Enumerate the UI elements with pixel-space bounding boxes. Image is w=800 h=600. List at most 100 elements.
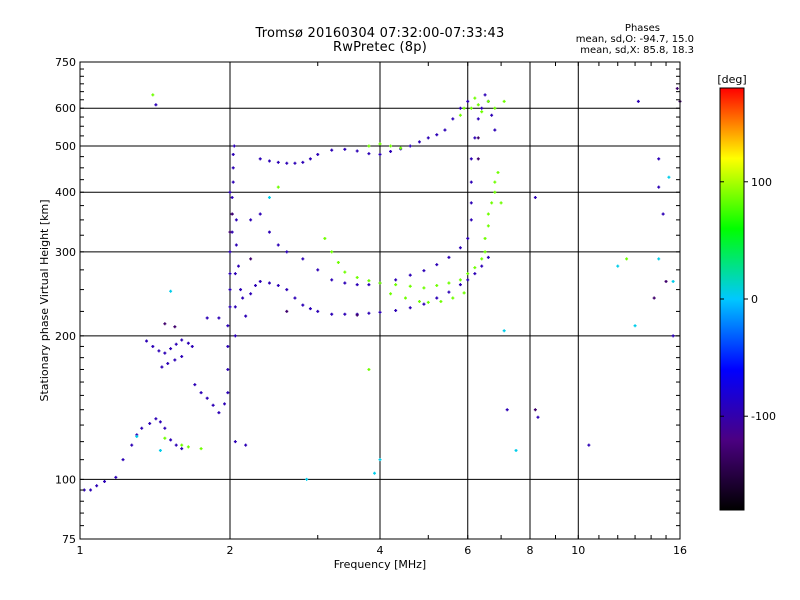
data-point: [636, 99, 640, 103]
data-point: [166, 361, 170, 365]
data-point: [367, 311, 371, 315]
data-point: [241, 296, 245, 300]
data-point: [408, 306, 412, 310]
data-point: [163, 351, 167, 355]
data-point: [301, 160, 305, 164]
data-point: [234, 243, 238, 247]
colorbar-tick-label: 100: [751, 176, 772, 189]
data-point: [253, 283, 257, 287]
data-point: [226, 367, 230, 371]
data-point: [205, 396, 209, 400]
colorbar-tick-label: 0: [751, 293, 758, 306]
data-point: [323, 236, 327, 240]
data-point: [330, 148, 334, 152]
data-point: [285, 250, 289, 254]
data-point: [135, 435, 139, 439]
data-point: [244, 314, 248, 318]
data-point: [394, 278, 398, 282]
data-point: [228, 190, 232, 194]
data-point: [301, 257, 305, 261]
data-point: [426, 136, 430, 140]
data-point: [389, 144, 393, 148]
data-point: [158, 420, 162, 424]
data-point: [211, 403, 215, 407]
data-point: [343, 281, 347, 285]
data-point: [293, 161, 297, 165]
data-point: [633, 324, 637, 328]
data-point: [493, 190, 497, 194]
data-point: [267, 195, 271, 199]
data-point: [233, 272, 237, 276]
data-point: [378, 281, 382, 285]
data-point: [285, 288, 289, 292]
data-point: [367, 144, 371, 148]
data-point: [514, 448, 518, 452]
data-point: [490, 201, 494, 205]
data-point: [308, 307, 312, 311]
data-point: [267, 281, 271, 285]
data-point: [458, 106, 462, 110]
data-point: [367, 279, 371, 283]
data-point: [226, 344, 230, 348]
data-point: [486, 99, 490, 103]
data-point: [469, 218, 473, 222]
data-point: [378, 458, 382, 462]
data-point: [378, 310, 382, 314]
data-point: [661, 212, 665, 216]
data-point: [447, 255, 451, 259]
data-point: [258, 279, 262, 283]
data-point: [473, 96, 477, 100]
data-point: [389, 149, 393, 153]
data-point: [378, 152, 382, 156]
data-point: [435, 133, 439, 137]
data-point: [89, 488, 93, 492]
data-point: [336, 260, 340, 264]
data-point: [473, 266, 477, 270]
data-point: [232, 144, 236, 148]
data-point: [616, 264, 620, 268]
data-point: [355, 283, 359, 287]
x-tick-label: 4: [377, 544, 384, 557]
data-point: [223, 402, 227, 406]
data-point: [173, 358, 177, 362]
colorbar-label: [deg]: [717, 73, 746, 86]
data-point: [675, 86, 679, 90]
data-point: [476, 117, 480, 121]
data-point: [408, 284, 412, 288]
data-point: [426, 300, 430, 304]
data-point: [422, 302, 426, 306]
data-point: [231, 152, 235, 156]
data-point: [483, 236, 487, 240]
data-point: [493, 180, 497, 184]
data-point: [469, 157, 473, 161]
data-point: [249, 218, 253, 222]
x-tick-label: 6: [464, 544, 471, 557]
data-point: [244, 443, 248, 447]
data-point: [199, 447, 203, 451]
x-tick-label: 16: [673, 544, 687, 557]
data-point: [169, 289, 173, 293]
data-point: [267, 230, 271, 234]
data-point: [367, 283, 371, 287]
data-point: [355, 313, 359, 317]
data-point: [330, 278, 334, 282]
data-point: [231, 180, 235, 184]
data-point: [367, 152, 371, 156]
data-point: [258, 157, 262, 161]
data-point: [230, 212, 234, 216]
data-point: [496, 170, 500, 174]
data-point: [205, 316, 209, 320]
data-point: [114, 475, 118, 479]
data-point: [443, 128, 447, 132]
data-point: [394, 308, 398, 312]
data-point: [174, 443, 178, 447]
data-point: [233, 440, 237, 444]
data-point: [343, 270, 347, 274]
data-point: [217, 411, 221, 415]
data-point: [193, 383, 197, 387]
data-point: [169, 347, 173, 351]
data-point: [228, 305, 232, 309]
data-point: [233, 334, 237, 338]
data-point: [308, 157, 312, 161]
